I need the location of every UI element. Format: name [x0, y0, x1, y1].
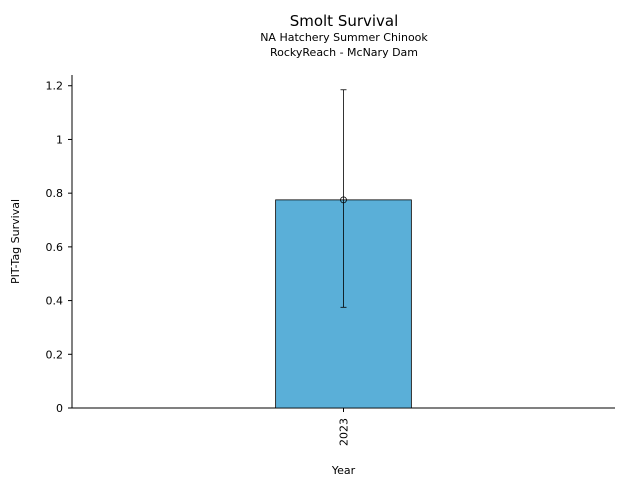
y-tick-label: 0.4: [46, 295, 64, 308]
y-tick-label: 1.2: [46, 80, 64, 93]
x-tick-label: 2023: [338, 418, 351, 446]
point-marker: [340, 196, 347, 204]
y-tick-label: 0: [56, 402, 63, 415]
y-axis-label: PIT-Tag Survival: [9, 199, 22, 284]
y-tick-label: 0.8: [46, 187, 64, 200]
chart-subtitle-line-1: NA Hatchery Summer Chinook: [260, 31, 428, 44]
chart-subtitle-line-2: RockyReach - McNary Dam: [269, 46, 419, 59]
y-tick-label: 0.2: [46, 348, 64, 361]
y-tick-label: 1: [56, 133, 63, 146]
x-axis-label: Year: [331, 464, 356, 477]
chart-title: Smolt Survival: [289, 12, 399, 30]
y-tick-label: 0.6: [46, 241, 64, 254]
